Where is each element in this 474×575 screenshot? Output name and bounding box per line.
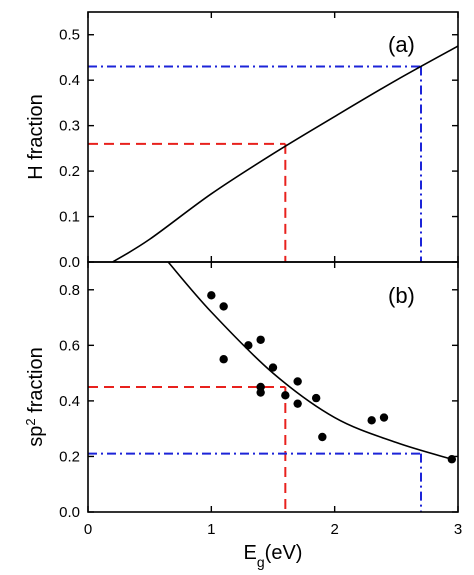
data-point-b-6 — [256, 382, 265, 392]
y-tick-label-a-0: 0.0 — [59, 254, 80, 271]
y-tick-label-a-4: 0.4 — [59, 72, 80, 89]
data-point-b-13 — [367, 416, 376, 425]
x-axis-title: Eg(eV) — [244, 542, 303, 570]
y-tick-label-b-4: 0.8 — [59, 282, 80, 299]
panel-a: 0.0 0.1 0.2 0.3 0.4 0.5 (a) H fraction — [25, 11, 459, 271]
data-point-b-8 — [281, 391, 290, 400]
data-point-b-7 — [268, 363, 278, 372]
y-tick-label-a-5: 0.5 — [59, 27, 80, 44]
x-axis-title-subscript: g — [257, 554, 265, 570]
panel-b-y-axis-title-suffix: fraction — [25, 347, 47, 418]
data-point-b-10 — [293, 399, 302, 408]
y-tick-label-a-3: 0.3 — [59, 118, 80, 135]
data-point-b-3 — [244, 341, 253, 350]
data-point-b-14 — [379, 413, 389, 422]
y-tick-label-b-1: 0.2 — [59, 448, 80, 465]
data-point-b-0 — [207, 291, 216, 300]
data-point-b-9 — [293, 377, 302, 386]
data-point-b-1 — [219, 302, 228, 311]
panel-b-label: (b) — [388, 283, 415, 308]
series-line-a-0 — [112, 45, 459, 263]
data-point-b-2 — [219, 355, 228, 364]
y-tick-label-a-2: 0.2 — [59, 163, 80, 180]
x-tick-label-0: 0 — [84, 521, 92, 538]
fit-curve-b — [167, 261, 453, 460]
x-axis-title-unit: (eV) — [265, 542, 303, 564]
panel-b-y-axis-title-main: sp — [25, 426, 47, 447]
x-tick-label-2: 2 — [330, 521, 338, 538]
panel-b-y-axis-title: sp2 fraction — [23, 347, 48, 447]
x-tick-label-1: 1 — [207, 521, 215, 538]
data-point-b-11 — [311, 393, 321, 403]
panel-b-y-axis-title-superscript: 2 — [23, 418, 38, 425]
panel-b-frame — [87, 261, 459, 513]
panel-b: 0 1 2 30.00.20.40.60.8 (b) sp2 fraction Eg(… — [23, 261, 462, 570]
data-point-b-4 — [256, 335, 265, 344]
y-tick-label-b-3: 0.6 — [59, 337, 80, 354]
x-tick-label-3: 3 — [454, 521, 462, 538]
y-tick-label-a-1: 0.1 — [59, 209, 80, 226]
y-tick-label-b-2: 0.4 — [59, 393, 80, 410]
y-tick-label-b-0: 0.0 — [59, 504, 80, 521]
panel-a-y-axis-title: H fraction — [25, 94, 47, 180]
x-axis-title-main: E — [244, 542, 257, 564]
data-point-b-12 — [318, 432, 327, 442]
panel-a-label: (a) — [388, 32, 415, 57]
